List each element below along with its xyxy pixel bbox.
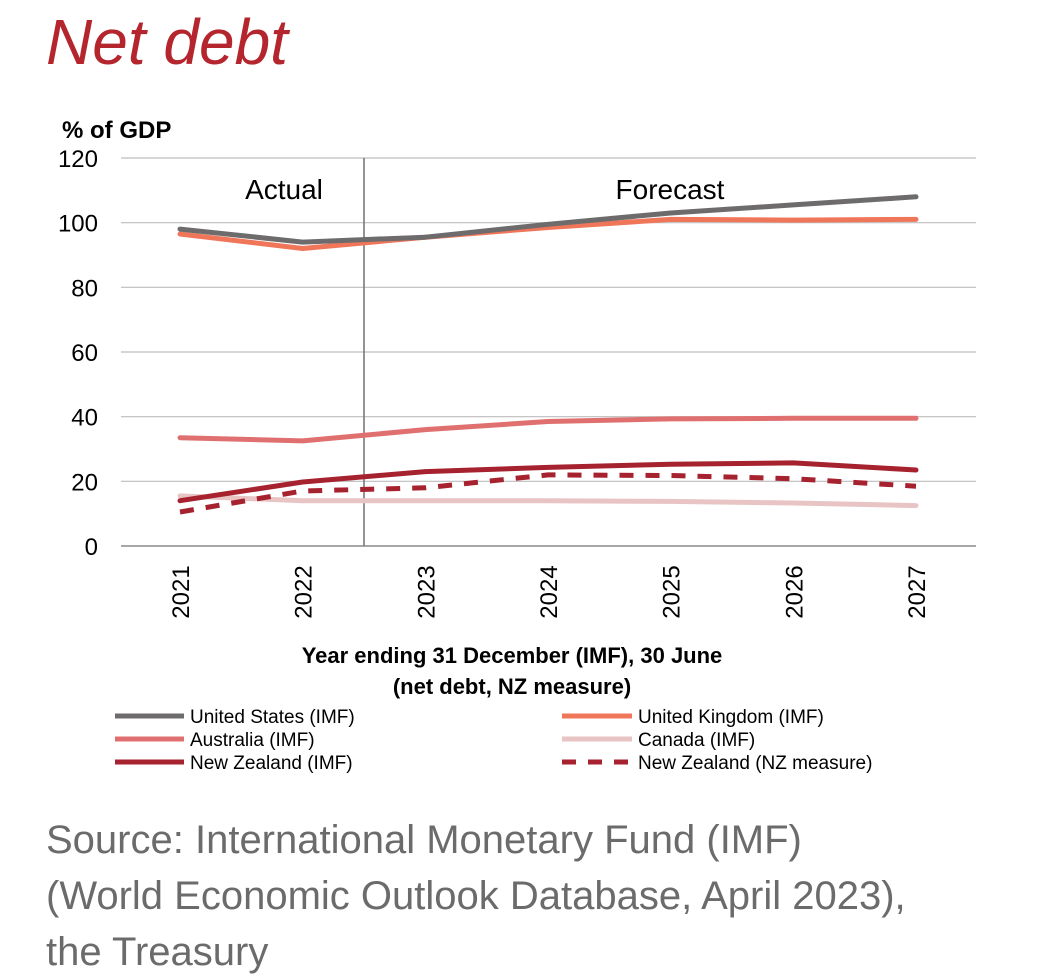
- source-note: Source: International Monetary Fund (IMF…: [46, 812, 1036, 980]
- y-axis-label: % of GDP: [62, 117, 171, 144]
- source-line-1: Source: International Monetary Fund (IMF…: [46, 818, 802, 862]
- y-tick-label: 40: [71, 405, 98, 432]
- legend-label: New Zealand (IMF): [190, 753, 353, 774]
- line-chart: % of GDP 0 20 40 60 80 100 120 Actual Forecast 202…: [58, 117, 976, 774]
- legend-label: Australia (IMF): [190, 730, 315, 751]
- legend-label: United Kingdom (IMF): [638, 707, 824, 728]
- series-line-australia-imf: [177, 415, 919, 444]
- series-line-new-zealand-nz-measure: [179, 472, 917, 515]
- series-line-new-zealand-imf: [177, 460, 919, 504]
- legend-label: United States (IMF): [190, 707, 355, 728]
- x-tick-label: 2023: [413, 565, 440, 618]
- y-tick-label: 100: [58, 211, 98, 238]
- legend-label: Canada (IMF): [638, 730, 755, 751]
- series-line-united-kingdom-imf: [177, 216, 919, 251]
- period-label-forecast: Forecast: [616, 174, 725, 205]
- period-label-actual: Actual: [245, 174, 323, 205]
- y-tick-label: 20: [71, 469, 98, 496]
- source-line-3: the Treasury: [46, 930, 269, 974]
- series-line-united-states-imf: [177, 194, 919, 245]
- x-axis-title-line-2: (net debt, NZ measure): [393, 674, 631, 699]
- source-line-2: (World Economic Outlook Database, April …: [46, 874, 906, 918]
- x-tick-label: 2025: [659, 565, 686, 618]
- x-tick-label: 2021: [168, 565, 195, 618]
- y-tick-label: 60: [71, 340, 98, 367]
- chart-title: Net debt: [46, 6, 288, 78]
- series-line-canada-imf: [177, 493, 919, 509]
- x-tick-label: 2027: [904, 565, 931, 618]
- y-tick-label: 0: [85, 534, 98, 561]
- y-tick-label: 120: [58, 146, 98, 173]
- x-tick-label: 2022: [291, 565, 318, 618]
- legend-label: New Zealand (NZ measure): [638, 753, 872, 774]
- x-tick-label: 2024: [536, 565, 563, 618]
- y-tick-label: 80: [71, 275, 98, 302]
- x-tick-label: 2026: [781, 565, 808, 618]
- x-axis-title-line-1: Year ending 31 December (IMF), 30 June: [302, 643, 723, 668]
